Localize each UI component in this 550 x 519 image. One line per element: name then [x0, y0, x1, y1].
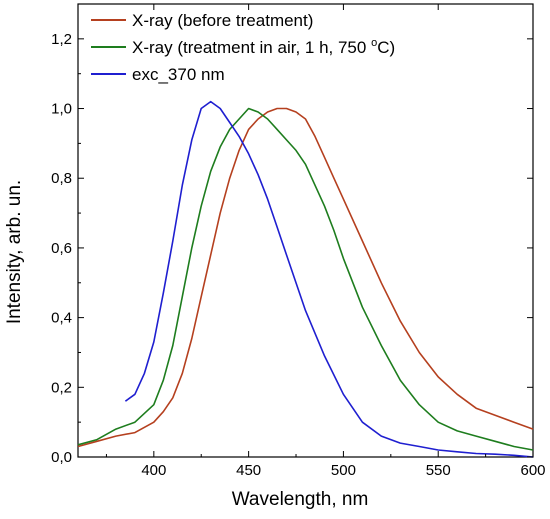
- x-tick-label: 600: [520, 462, 545, 479]
- y-tick-label: 0,8: [51, 170, 72, 187]
- y-tick-label: 1,0: [51, 101, 72, 118]
- series-layer: [77, 100, 534, 458]
- series-line-2: [124, 100, 534, 458]
- legend-label-exc: exc_370 nm: [132, 65, 225, 84]
- x-tick-label: 500: [331, 462, 356, 479]
- legend: X-ray (before treatment) X-ray (treatmen…: [91, 11, 395, 84]
- plot-area: [77, 3, 534, 458]
- series-line-0: [77, 107, 534, 448]
- plot-frame: [77, 3, 534, 458]
- y-axis-title: Intensity, arb. un.: [4, 180, 25, 324]
- y-tick-label: 1,2: [51, 31, 72, 48]
- legend-label-treatment: X-ray (treatment in air, 1 h, 750 oC): [132, 37, 395, 57]
- legend-label-treatment-sup: o: [371, 37, 377, 49]
- legend-label-treatment-main: X-ray (treatment in air, 1 h, 750: [132, 38, 371, 57]
- series-line-1: [77, 107, 534, 451]
- x-tick-label: 450: [236, 462, 261, 479]
- x-tick-label: 400: [141, 462, 166, 479]
- ticks-layer: 400 450 500 550 600 0,0 0,2 0,4 0,6 0,8 1,0 1,2: [51, 4, 546, 479]
- y-tick-label: 0,2: [51, 379, 72, 396]
- x-tick-label: 550: [426, 462, 451, 479]
- y-tick-label: 0,6: [51, 240, 72, 257]
- legend-label-treatment-tail: C): [377, 38, 395, 57]
- y-tick-label: 0,0: [51, 449, 72, 466]
- x-axis-title: Wavelength, nm: [232, 489, 369, 510]
- y-tick-label: 0,4: [51, 310, 72, 327]
- legend-label-before: X-ray (before treatment): [132, 11, 313, 30]
